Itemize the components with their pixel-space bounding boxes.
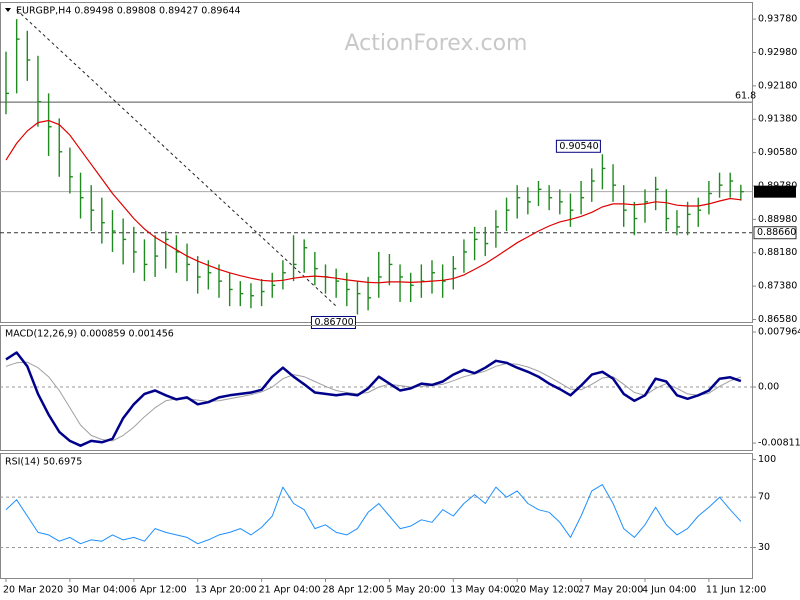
indicator-line bbox=[5, 484, 742, 545]
trendline bbox=[16, 9, 337, 307]
x-tick-label: 20 Mar 2020 bbox=[3, 585, 63, 596]
y-tick-label: -0.008118 bbox=[758, 438, 800, 449]
price-box bbox=[754, 185, 796, 198]
x-tick-label: 21 Apr 04:00 bbox=[259, 585, 321, 596]
level-box bbox=[753, 226, 797, 240]
x-tick-label: 27 May 20:00 bbox=[578, 585, 643, 596]
y-tick-label: 0.86580 bbox=[758, 314, 797, 325]
panel-title: RSI(14) 50.6975 bbox=[5, 457, 82, 468]
x-tick-label: 11 Jun 12:00 bbox=[706, 585, 766, 596]
x-tick-label: 5 May 20:00 bbox=[386, 585, 445, 596]
moving-average bbox=[5, 119, 741, 284]
price-label: 0.89644 bbox=[757, 186, 796, 197]
y-tick-label: 0.87380 bbox=[758, 281, 797, 292]
indicator-line bbox=[5, 361, 742, 442]
y-tick-label: 0.007964 bbox=[758, 327, 800, 338]
panel-title: MACD(12,26,9) 0.000859 0.001456 bbox=[5, 329, 174, 340]
y-tick-label: 100 bbox=[758, 454, 776, 465]
level-label: 0.88660 bbox=[757, 227, 796, 238]
x-tick-label: 30 Mar 04:00 bbox=[67, 585, 130, 596]
y-tick-label: 0.88180 bbox=[758, 247, 797, 258]
y-tick-label: 0.93780 bbox=[758, 14, 797, 25]
y-tick-label: 0.91380 bbox=[758, 114, 797, 125]
y-tick-label: 0.92180 bbox=[758, 80, 797, 91]
y-tick-label: 30 bbox=[758, 542, 770, 553]
y-tick-label: 0.90580 bbox=[758, 147, 797, 158]
y-tick-label: 0.00 bbox=[758, 382, 779, 393]
indicator-line bbox=[5, 351, 742, 447]
x-tick-label: 13 Apr 20:00 bbox=[195, 585, 257, 596]
menu-arrow bbox=[5, 8, 11, 12]
panel bbox=[0, 325, 753, 451]
y-tick-label: 0.88980 bbox=[758, 214, 797, 225]
fib-label: 61.8 bbox=[735, 91, 756, 102]
x-tick-label: 20 May 12:00 bbox=[514, 585, 579, 596]
annotation-box bbox=[555, 139, 601, 153]
panel bbox=[0, 2, 753, 323]
x-tick-label: 28 Apr 12:00 bbox=[323, 585, 385, 596]
panel-title: EURGBP,H4 0.89498 0.89808 0.89427 0.8964… bbox=[16, 6, 241, 17]
annotation-label: 0.86700 bbox=[314, 317, 353, 328]
x-tick-label: 6 Apr 12:00 bbox=[131, 585, 187, 596]
x-tick-label: 13 May 04:00 bbox=[450, 585, 515, 596]
panel bbox=[0, 453, 753, 579]
x-tick-label: 4 Jun 04:00 bbox=[642, 585, 696, 596]
annotation-label: 0.90540 bbox=[559, 141, 598, 152]
y-tick-label: 70 bbox=[758, 492, 770, 503]
y-tick-label: 0.92980 bbox=[758, 47, 797, 58]
watermark: ActionForex.com bbox=[345, 31, 528, 56]
